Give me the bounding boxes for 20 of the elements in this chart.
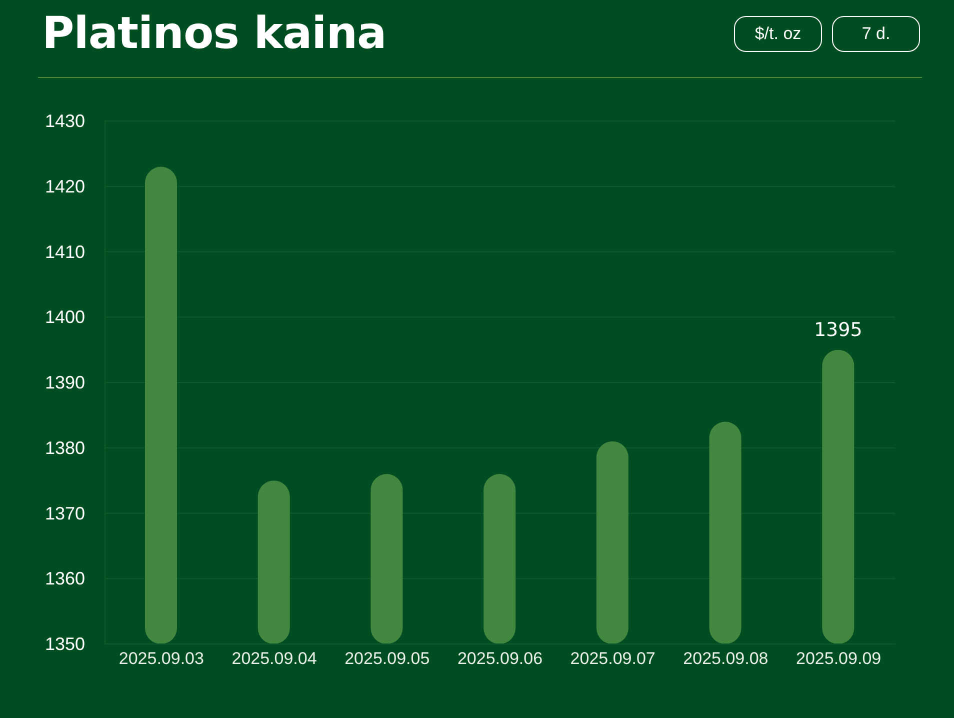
x-tick-label: 2025.09.08: [683, 649, 768, 668]
y-tick-label: 1430: [45, 111, 86, 131]
x-tick-label: 2025.09.04: [232, 649, 317, 668]
y-tick-label: 1370: [45, 503, 86, 524]
y-tick-label: 1350: [45, 634, 86, 654]
y-tick-label: 1400: [45, 307, 86, 328]
y-tick-label: 1420: [45, 176, 86, 196]
chart-title: Platinos kaina: [42, 8, 386, 59]
x-tick-label: 2025.09.06: [457, 649, 543, 668]
y-tick-label: 1390: [45, 372, 86, 392]
x-tick-label: 2025.09.05: [344, 649, 430, 668]
toggle-button: $/t. oz: [734, 16, 822, 52]
y-tick-label: 1380: [45, 438, 86, 458]
y-tick-label: 1360: [45, 568, 86, 589]
x-tick-label: 2025.09.07: [570, 649, 656, 668]
x-tick-label: 2025.09.03: [118, 649, 204, 668]
data-label: 1395: [814, 318, 862, 341]
y-tick-label: 1410: [45, 242, 86, 262]
x-tick-label: 2025.09.09: [796, 649, 882, 668]
toggle-button: 7 d.: [832, 16, 920, 52]
